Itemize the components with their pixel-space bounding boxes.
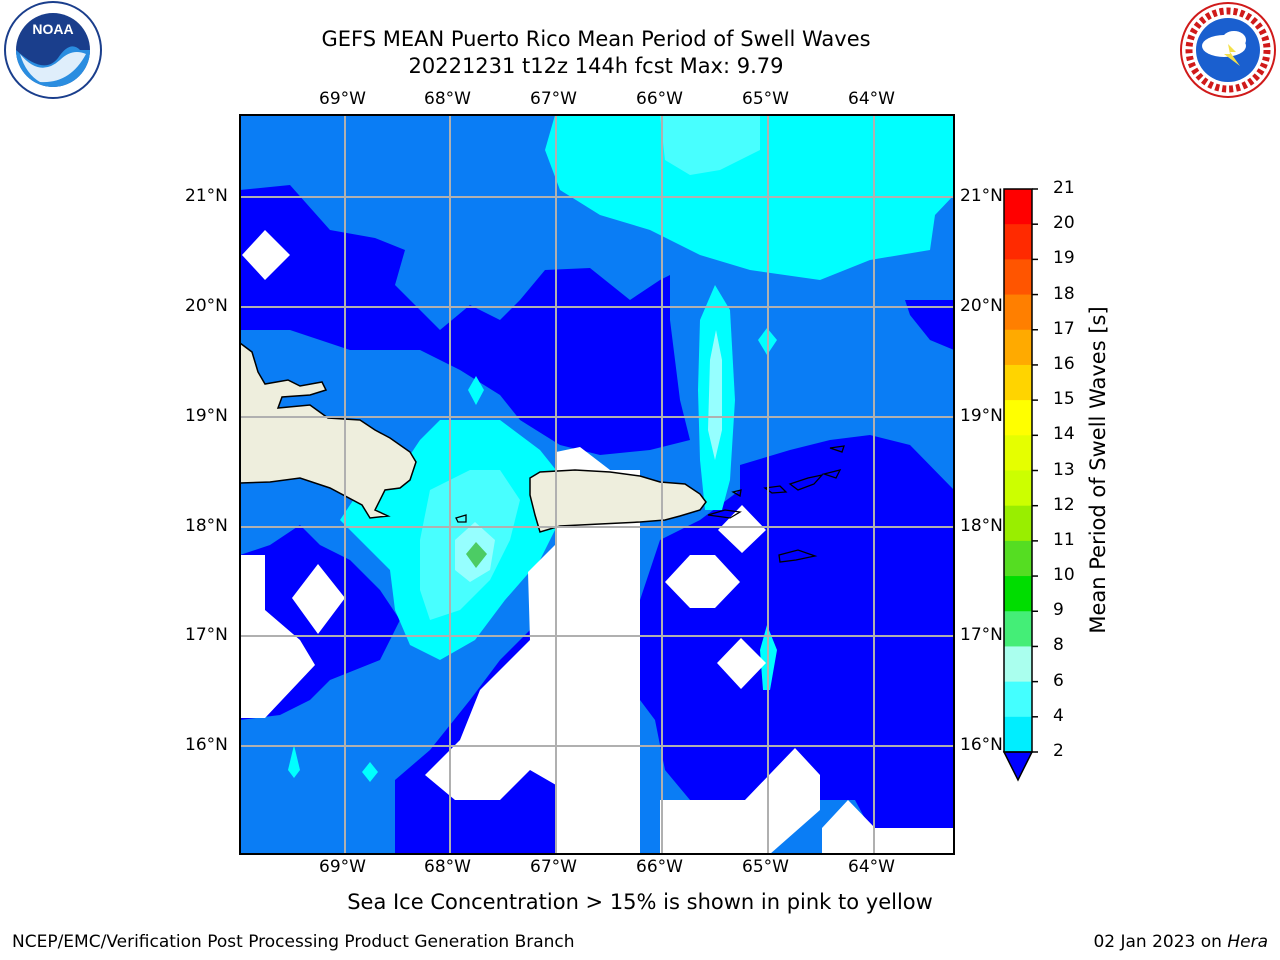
svg-text:NOAA: NOAA (32, 21, 73, 37)
lon-label-bottom: 66°W (636, 857, 683, 877)
lon-label-top: 66°W (636, 89, 683, 109)
colorbar-segment (1004, 646, 1032, 683)
colorbar-title: Mean Period of Swell Waves [s] (1086, 306, 1110, 634)
nodata-se3 (660, 748, 820, 854)
contour-speck (468, 376, 484, 405)
contour-2-4-east (640, 435, 954, 828)
map-frame (239, 114, 955, 855)
nodata-s (425, 447, 640, 854)
lon-label-bottom: 65°W (742, 857, 789, 877)
lon-label-top: 67°W (530, 89, 577, 109)
colorbar-tick-label: 2 (1053, 741, 1064, 761)
colorbar-segment (1004, 540, 1032, 577)
contour-8-9-north (660, 115, 760, 175)
noaa-logo: NOAA (4, 1, 102, 99)
sea-ice-note: Sea Ice Concentration > 15% is shown in … (347, 890, 933, 914)
lat-label-right: 19°N (960, 406, 1003, 426)
land-mona (455, 514, 467, 523)
colorbar-segment (1004, 470, 1032, 507)
lat-label-left: 20°N (185, 296, 228, 316)
nodata-nw (242, 230, 290, 280)
colorbar-tick-label: 4 (1053, 705, 1064, 726)
lat-label-right: 16°N (960, 735, 1003, 755)
footer-machine: Hera (1227, 932, 1268, 952)
lon-label-top: 64°W (848, 89, 895, 109)
colorbar-segment (1004, 716, 1032, 753)
colorbar-segment (1004, 681, 1032, 718)
colorbar-tick-label: 21 (1053, 178, 1075, 198)
colorbar-extend-arrow (1002, 751, 1034, 782)
colorbar-tick-label: 19 (1053, 248, 1075, 269)
graticule (240, 115, 954, 854)
colorbar-tick-label: 8 (1053, 635, 1064, 656)
lon-label-bottom: 68°W (424, 857, 471, 877)
lat-label-right: 21°N (960, 186, 1003, 206)
colorbar-segment (1004, 611, 1032, 647)
colorbar-segment (1004, 364, 1032, 401)
contour-2-4-nw (240, 185, 690, 455)
colorbar-segment (1004, 294, 1032, 331)
map-subtitle: 20221231 t12z 144h fcst Max: 9.79 (408, 54, 784, 78)
colorbar-tick-label: 18 (1053, 283, 1075, 304)
lon-label-bottom: 67°W (530, 857, 577, 877)
lat-label-right: 20°N (960, 296, 1003, 316)
footer-date: 02 Jan 2023 on Hera (1093, 932, 1268, 952)
land-st-croix (778, 549, 818, 563)
colorbar-tick-label: 16 (1053, 353, 1075, 374)
colorbar-tick-label: 20 (1053, 213, 1075, 234)
contour-speck (362, 762, 378, 782)
lat-label-right: 17°N (960, 625, 1003, 645)
lat-label-left: 16°N (185, 735, 228, 755)
colorbar-segment (1004, 259, 1032, 296)
colorbar-tick-label: 14 (1053, 424, 1075, 445)
lat-label-left: 19°N (185, 406, 228, 426)
lat-label-left: 21°N (185, 186, 228, 206)
colorbar-tick-label: 9 (1053, 600, 1064, 621)
nodata-w2 (292, 564, 345, 634)
colorbar-segment (1004, 505, 1032, 542)
contour-10-11-max (466, 542, 487, 568)
footer-date-text: 02 Jan 2023 on (1093, 932, 1228, 952)
lat-label-right: 18°N (960, 516, 1003, 536)
colorbar-segment (1004, 224, 1032, 260)
nodata-e (718, 505, 766, 553)
colorbar-segment (1004, 329, 1032, 366)
colorbar-tick-label: 15 (1053, 389, 1075, 410)
nodata-se2 (717, 638, 766, 689)
contour-2-4-ne (905, 300, 954, 350)
footer-branch: NCEP/EMC/Verification Post Processing Pr… (12, 932, 575, 952)
colorbar-tick-label: 11 (1053, 529, 1075, 550)
nodata-se1 (665, 555, 740, 608)
contour-8-9-streak (708, 330, 722, 460)
nodata-se4 (822, 800, 954, 854)
colorbar-tick-label: 12 (1053, 494, 1075, 515)
colorbar-segment (1004, 189, 1032, 225)
colorbar-tick-label: 10 (1053, 565, 1075, 586)
lon-label-top: 68°W (424, 89, 471, 109)
land-virgin-islands (731, 445, 845, 498)
colorbar-tick-label: 13 (1053, 459, 1075, 480)
nws-logo (1180, 2, 1276, 98)
contour-speck (288, 745, 300, 778)
map-title: GEFS MEAN Puerto Rico Mean Period of Swe… (321, 27, 871, 51)
lon-label-bottom: 69°W (319, 857, 366, 877)
land-vieques (707, 509, 742, 519)
lat-label-left: 18°N (185, 516, 228, 536)
colorbar-tick-label: 6 (1053, 670, 1064, 691)
land-hispaniola (240, 342, 417, 519)
lat-label-left: 17°N (185, 625, 228, 645)
colorbar-segment (1004, 400, 1032, 436)
lon-label-bottom: 64°W (848, 857, 895, 877)
lon-label-top: 65°W (742, 89, 789, 109)
colorbar-tick-label: 17 (1053, 318, 1075, 339)
lon-label-top: 69°W (319, 89, 366, 109)
colorbar-segment (1004, 435, 1032, 471)
colorbar-segment (1004, 576, 1032, 612)
